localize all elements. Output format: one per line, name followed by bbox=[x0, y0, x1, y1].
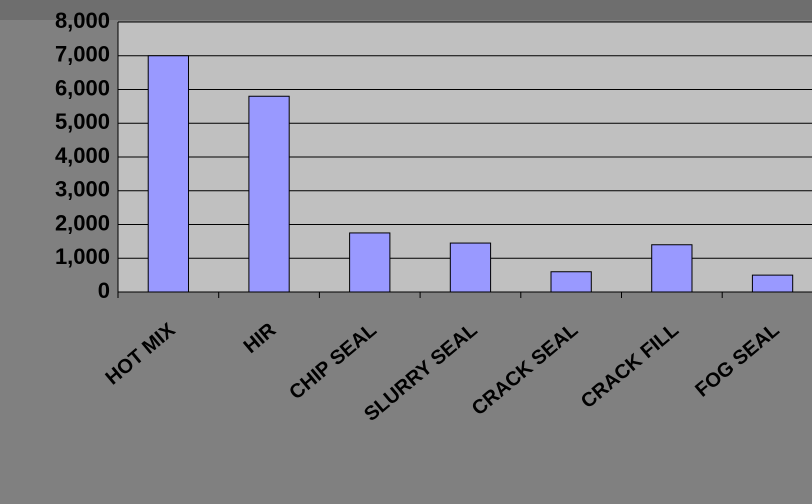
y-tick-label: 8,000 bbox=[55, 8, 110, 33]
y-tick-label: 6,000 bbox=[55, 75, 110, 100]
bar bbox=[751, 274, 794, 293]
bar bbox=[449, 242, 492, 293]
y-tick-label: 0 bbox=[98, 278, 110, 303]
y-tick-label: 5,000 bbox=[55, 109, 110, 134]
top-band bbox=[0, 0, 812, 20]
bar bbox=[147, 55, 189, 293]
bar bbox=[651, 244, 693, 293]
y-tick-label: 4,000 bbox=[55, 143, 110, 168]
y-tick-label: 3,000 bbox=[55, 177, 110, 202]
y-tick-label: 1,000 bbox=[55, 244, 110, 269]
bar bbox=[550, 271, 592, 293]
bar bbox=[248, 95, 290, 293]
y-tick-label: 2,000 bbox=[55, 210, 110, 235]
bar bbox=[349, 232, 391, 293]
y-tick-label: 7,000 bbox=[55, 42, 110, 67]
